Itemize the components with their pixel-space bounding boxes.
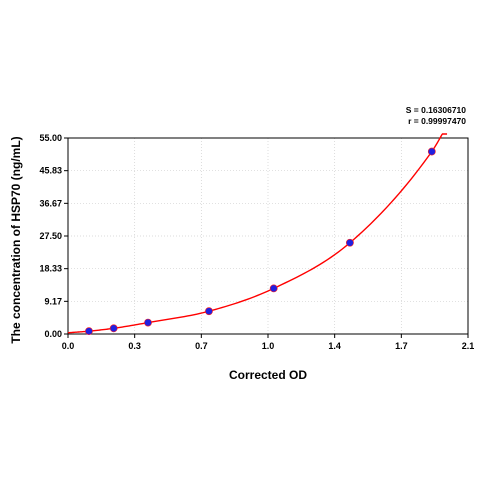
- data-point: [205, 307, 213, 316]
- y-axis-title: The concentration of HSP70 (ng/mL): [9, 136, 23, 343]
- fit-statistics: S = 0.16306710 r = 0.99997470: [406, 105, 466, 127]
- x-tick-label: 1.7: [395, 341, 408, 351]
- grid-lines: [68, 138, 468, 334]
- fit-curve: [67, 133, 448, 334]
- x-axis-title: Corrected OD: [229, 368, 307, 382]
- x-tick-label: 0.0: [62, 341, 75, 351]
- r-value: r = 0.99997470: [408, 116, 466, 126]
- y-tick-label: 45.83: [39, 166, 62, 176]
- x-tick-label: 1.4: [328, 341, 341, 351]
- axis-ticks: 0.0 0.3 0.7 1.0 1.4 1.7 2.1 0.00 9.17 18.33 27.50 3…: [39, 133, 474, 351]
- s-value: S = 0.16306710: [405, 105, 466, 115]
- y-tick-label: 27.50: [39, 231, 62, 241]
- y-tick-label: 9.17: [44, 296, 62, 306]
- x-tick-label: 1.0: [262, 341, 275, 351]
- y-tick-label: 18.33: [39, 264, 62, 274]
- data-point: [427, 147, 436, 156]
- x-tick-label: 0.7: [195, 341, 208, 351]
- data-point: [109, 324, 118, 333]
- y-tick-label: 55.00: [39, 133, 62, 143]
- y-tick-label: 36.67: [39, 198, 62, 208]
- data-point: [85, 327, 93, 336]
- data-point: [269, 284, 278, 293]
- data-points: [85, 147, 436, 336]
- y-tick-label: 0.00: [44, 329, 62, 339]
- data-point: [346, 238, 354, 247]
- x-tick-label: 0.3: [128, 341, 141, 351]
- x-tick-label: 2.1: [462, 341, 475, 351]
- data-point: [144, 318, 152, 327]
